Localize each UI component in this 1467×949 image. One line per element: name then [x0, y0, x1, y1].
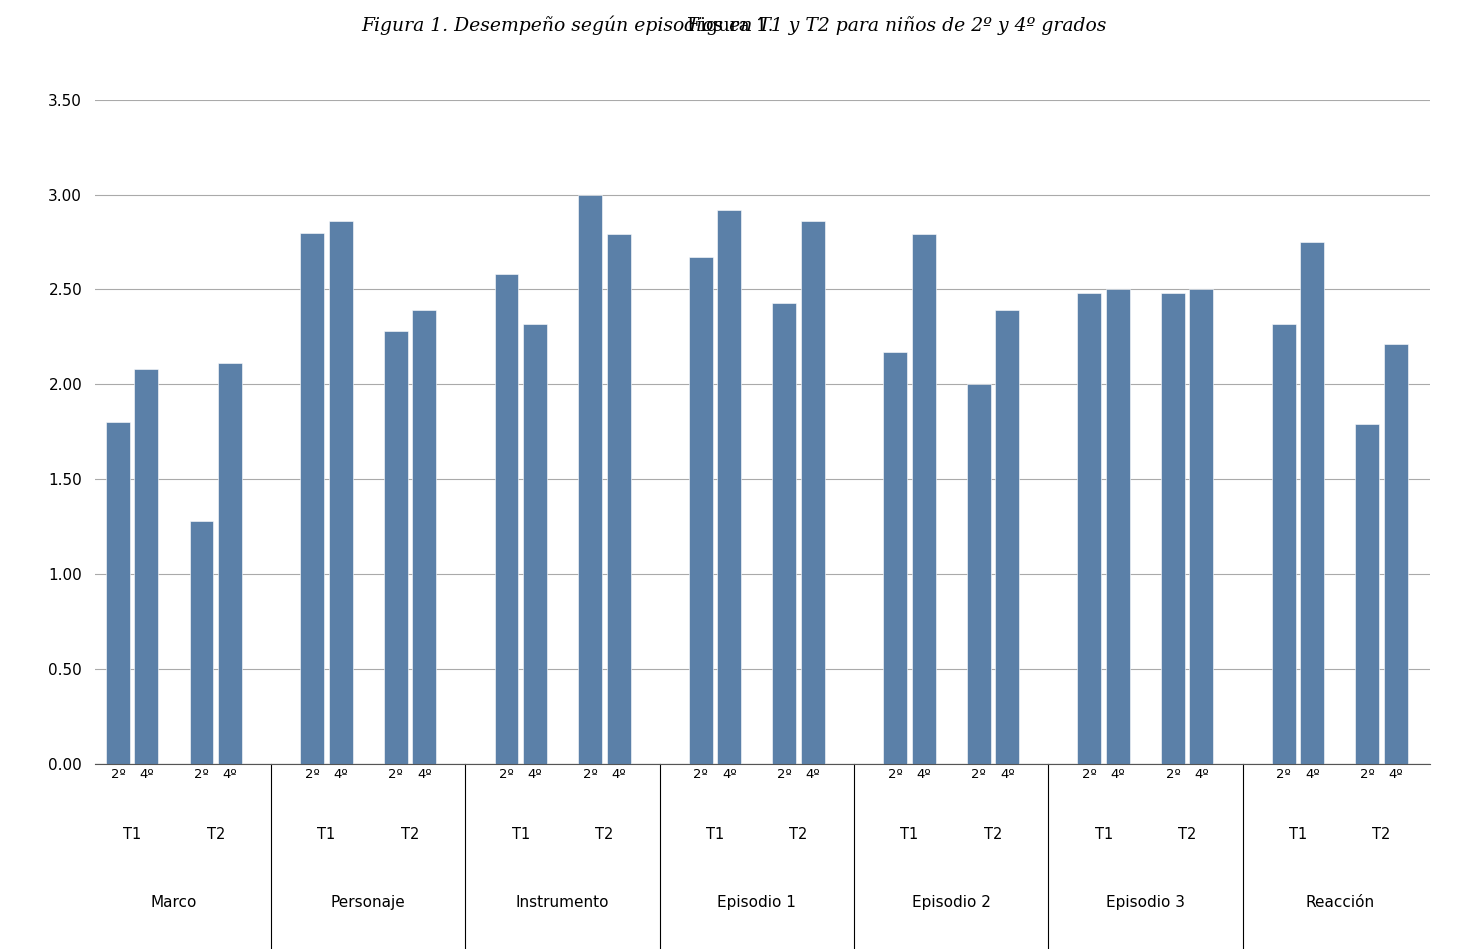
Text: Episodio 2: Episodio 2: [911, 896, 990, 910]
Bar: [967, 384, 990, 764]
Text: T1: T1: [317, 827, 336, 842]
Text: T1: T1: [512, 827, 530, 842]
Bar: [801, 221, 824, 764]
Text: T2: T2: [596, 827, 613, 842]
Bar: [301, 233, 324, 764]
Text: Personaje: Personaje: [332, 896, 406, 910]
Text: T2: T2: [400, 827, 420, 842]
Bar: [135, 369, 158, 764]
Text: T1: T1: [1289, 827, 1307, 842]
Bar: [607, 234, 631, 764]
Bar: [1160, 293, 1185, 764]
Text: Reacción: Reacción: [1306, 896, 1375, 910]
Bar: [911, 234, 936, 764]
Text: Episodio 3: Episodio 3: [1106, 896, 1185, 910]
Bar: [689, 257, 713, 764]
Bar: [1300, 242, 1325, 764]
Text: T2: T2: [1372, 827, 1391, 842]
Bar: [189, 521, 214, 764]
Bar: [329, 221, 352, 764]
Text: T1: T1: [1094, 827, 1113, 842]
Bar: [384, 331, 408, 764]
Bar: [106, 422, 131, 764]
Bar: [1077, 293, 1102, 764]
Bar: [1383, 344, 1408, 764]
Bar: [1356, 424, 1379, 764]
Text: T2: T2: [984, 827, 1002, 842]
Text: T2: T2: [207, 827, 224, 842]
Text: Marco: Marco: [151, 896, 197, 910]
Text: T2: T2: [1178, 827, 1197, 842]
Bar: [1272, 324, 1295, 764]
Text: T1: T1: [901, 827, 918, 842]
Text: Instrumento: Instrumento: [516, 896, 609, 910]
Text: Figura 1.: Figura 1.: [687, 17, 780, 35]
Bar: [412, 310, 436, 764]
Text: T2: T2: [789, 827, 808, 842]
Bar: [1190, 289, 1213, 764]
Bar: [494, 274, 518, 764]
Bar: [772, 303, 797, 764]
Text: T1: T1: [123, 827, 141, 842]
Bar: [883, 352, 907, 764]
Bar: [578, 195, 601, 764]
Bar: [717, 210, 741, 764]
Bar: [995, 310, 1020, 764]
Bar: [219, 363, 242, 764]
Text: Episodio 1: Episodio 1: [717, 896, 797, 910]
Bar: [524, 324, 547, 764]
Text: Figura 1. Desempeño según episodios en T1 y T2 para niños de 2º y 4º grados: Figura 1. Desempeño según episodios en T…: [361, 15, 1106, 35]
Bar: [1106, 289, 1130, 764]
Text: T1: T1: [706, 827, 725, 842]
